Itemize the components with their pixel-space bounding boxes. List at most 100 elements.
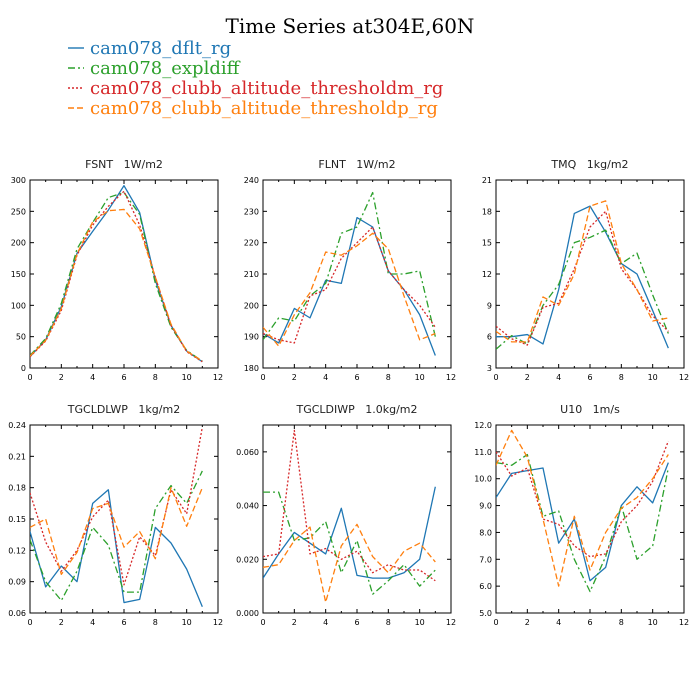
x-tick-label: 4 xyxy=(323,618,328,627)
y-tick-label: 0.040 xyxy=(236,502,259,511)
y-tick-label: 180 xyxy=(244,364,259,373)
series-line-cam078_clubb_altitude_thresholdm_rg xyxy=(496,210,669,346)
y-tick-label: 8.0 xyxy=(479,528,492,537)
x-tick-label: 2 xyxy=(525,373,530,382)
legend-label-3: cam078_clubb_altitude_thresholdm_rg xyxy=(90,78,443,99)
y-tick-label: 150 xyxy=(11,270,26,279)
y-tick-label: 0.18 xyxy=(8,484,26,493)
x-tick-label: 0 xyxy=(260,618,265,627)
figure-title: Time Series at304E,60N xyxy=(226,14,475,38)
chart-panel-1: FSNT 1W/m2 0 2 4 6 8 10 12 0 50 100 150 200 250 300 xyxy=(11,158,223,382)
y-tick-label: 200 xyxy=(244,301,259,310)
x-tick-label: 12 xyxy=(213,373,223,382)
x-tick-label: 2 xyxy=(59,618,64,627)
x-tick-label: 6 xyxy=(121,618,126,627)
legend-label-4: cam078_clubb_altitude_thresholdp_rg xyxy=(90,98,438,119)
legend-label-2: cam078_expldiff xyxy=(90,58,241,79)
y-tick-label: 0.15 xyxy=(8,515,26,524)
y-tick-label: 18 xyxy=(482,207,492,216)
series-line-cam078_expldiff xyxy=(263,491,436,595)
x-tick-label: 10 xyxy=(648,618,658,627)
y-tick-label: 3 xyxy=(487,364,492,373)
x-tick-label: 0 xyxy=(27,618,32,627)
series-line-cam078_clubb_altitude_thresholdp_rg xyxy=(30,487,203,576)
panel-title: TGCLDLWP 1kg/m2 xyxy=(67,403,180,416)
x-tick-label: 10 xyxy=(648,373,658,382)
y-tick-label: 5.0 xyxy=(479,609,492,618)
y-tick-label: 300 xyxy=(11,176,26,185)
chart-panel-6: U10 1m/s 0 2 4 6 8 10 12 5.0 6.0 7.0 8.0 9.0 10.0 11.0… xyxy=(474,403,689,627)
x-tick-label: 8 xyxy=(386,373,391,382)
x-tick-label: 10 xyxy=(415,618,425,627)
series-line-cam078_expldiff xyxy=(496,453,669,593)
y-tick-label: 11.0 xyxy=(474,448,492,457)
x-tick-label: 2 xyxy=(292,618,297,627)
x-tick-label: 4 xyxy=(556,373,561,382)
x-tick-label: 6 xyxy=(354,373,359,382)
x-tick-label: 0 xyxy=(260,373,265,382)
x-tick-label: 8 xyxy=(153,373,158,382)
y-tick-label: 0.09 xyxy=(8,578,26,587)
y-tick-label: 6 xyxy=(487,333,492,342)
y-tick-label: 10.0 xyxy=(474,475,492,484)
chart-panel-5: TGCLDIWP 1.0kg/m2 0 2 4 6 8 10 12 0.000 0.020 0.04… xyxy=(236,403,456,627)
chart-panel-3: TMQ 1kg/m2 0 2 4 6 8 10 12 3 6 9 12 15 18 21 xyxy=(482,158,689,382)
y-tick-label: 9.0 xyxy=(479,502,492,511)
series-line-cam078_clubb_altitude_thresholdp_rg xyxy=(263,523,436,603)
y-tick-label: 0 xyxy=(21,364,26,373)
y-tick-label: 0.060 xyxy=(236,448,259,457)
series-line-cam078_clubb_altitude_thresholdp_rg xyxy=(263,232,436,347)
x-tick-label: 8 xyxy=(619,618,624,627)
x-tick-label: 0 xyxy=(493,373,498,382)
series-line-cam078_expldiff xyxy=(263,191,436,341)
chart-panels: FSNT 1W/m20 2 4 6 8 10 12050100150200250300FLN… xyxy=(8,158,689,627)
x-tick-label: 10 xyxy=(415,373,425,382)
x-tick-label: 4 xyxy=(323,373,328,382)
y-tick-label: 7.0 xyxy=(479,555,492,564)
series-line-cam078_expldiff xyxy=(30,470,203,602)
x-tick-label: 6 xyxy=(587,373,592,382)
panel-title: FLNT 1W/m2 xyxy=(318,158,395,171)
series-line-cam078_clubb_altitude_thresholdm_rg xyxy=(263,429,436,582)
y-tick-label: 12 xyxy=(482,270,492,279)
legend: cam078_dflt_rgcam078_expldiffcam078_club… xyxy=(68,38,443,119)
x-tick-label: 8 xyxy=(386,618,391,627)
series-line-cam078_clubb_altitude_thresholdp_rg xyxy=(30,208,203,362)
x-tick-label: 12 xyxy=(446,618,456,627)
x-tick-label: 0 xyxy=(27,373,32,382)
y-tick-label: 0.020 xyxy=(236,555,259,564)
x-tick-label: 6 xyxy=(121,373,126,382)
y-tick-label: 21 xyxy=(482,176,492,185)
x-tick-label: 0 xyxy=(493,618,498,627)
y-tick-label: 220 xyxy=(244,239,259,248)
series-line-cam078_expldiff xyxy=(30,191,203,362)
y-tick-label: 200 xyxy=(11,239,26,248)
chart-panel-4: TGCLDLWP 1kg/m2 0 2 4 6 8 10 12 0.06 0.09 0.12 0.15… xyxy=(8,403,223,627)
y-tick-label: 15 xyxy=(482,239,492,248)
y-tick-label: 0.12 xyxy=(8,546,26,555)
legend-label-1: cam078_dflt_rg xyxy=(90,38,231,59)
y-tick-label: 240 xyxy=(244,176,259,185)
x-tick-label: 2 xyxy=(292,373,297,382)
series-line-cam078_clubb_altitude_thresholdp_rg xyxy=(496,429,669,587)
x-tick-label: 8 xyxy=(153,618,158,627)
x-tick-label: 2 xyxy=(59,373,64,382)
y-tick-label: 210 xyxy=(244,270,259,279)
series-line-cam078_clubb_altitude_thresholdm_rg xyxy=(496,440,669,558)
series-line-cam078_dflt_rg xyxy=(30,489,203,607)
y-tick-label: 0.06 xyxy=(8,609,26,618)
panel-title: TGCLDIWP 1.0kg/m2 xyxy=(295,403,417,416)
y-tick-label: 0.21 xyxy=(8,452,26,461)
y-tick-label: 0.24 xyxy=(8,421,26,430)
x-tick-label: 4 xyxy=(90,618,95,627)
x-tick-label: 10 xyxy=(182,373,192,382)
y-tick-label: 0.000 xyxy=(236,609,259,618)
y-tick-label: 190 xyxy=(244,333,259,342)
x-tick-label: 4 xyxy=(90,373,95,382)
series-line-cam078_dflt_rg xyxy=(496,462,669,582)
panel-title: FSNT 1W/m2 xyxy=(85,158,163,171)
y-tick-label: 6.0 xyxy=(479,582,492,591)
panel-title: TMQ 1kg/m2 xyxy=(550,158,628,171)
